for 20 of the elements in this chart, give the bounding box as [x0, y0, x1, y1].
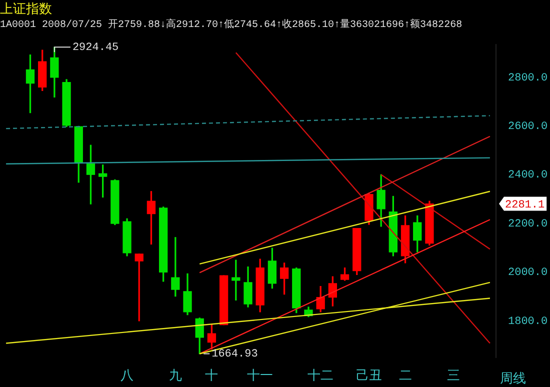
annotation: 2924.45: [72, 42, 119, 54]
y-tick-label: 2400.0: [508, 170, 548, 182]
x-tick-label: 八: [120, 368, 134, 384]
annotation: 1664.93: [212, 348, 258, 361]
y-tick-label: 1800.0: [508, 316, 548, 328]
text: 2281.1: [505, 200, 546, 212]
x-tick-label: 十二: [308, 368, 334, 384]
x-tick-label: 十: [205, 368, 218, 384]
x-tick-label: 二: [398, 368, 412, 384]
x-tick-label: 九: [168, 368, 182, 384]
y-tick-label: 2000.0: [508, 267, 548, 280]
chart-title: 上证指数: [0, 2, 52, 18]
x-tick-label: 三: [447, 368, 460, 384]
y-tick-label: 2200.0: [508, 218, 548, 230]
x-tick-label: 十一: [247, 368, 274, 384]
y-tick-label: 2600.0: [508, 121, 548, 134]
x-tick-label: 己丑: [356, 368, 382, 384]
chart-subtitle: 1A0001 2008/07/25 开2759.88↓高2912.70↑低2745.64↑收2865.10↑量363021696↑额3482268: [0, 18, 462, 32]
text: 周线: [500, 371, 526, 386]
y-tick-label: 2800.0: [508, 72, 548, 84]
